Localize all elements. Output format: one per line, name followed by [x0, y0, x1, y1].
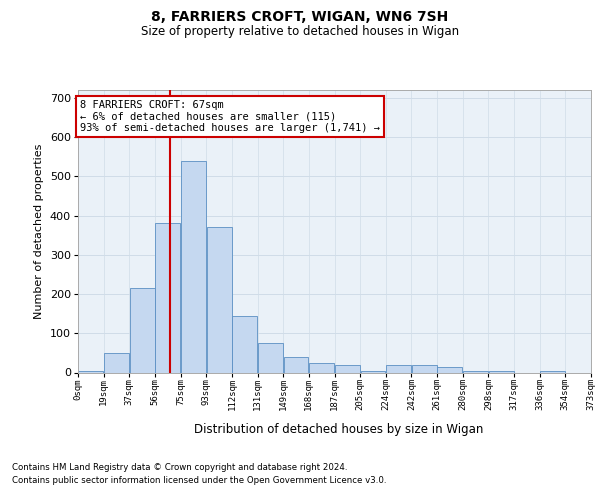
Bar — [386, 366, 411, 372]
Bar — [361, 370, 385, 372]
Bar — [540, 370, 565, 372]
Bar — [79, 370, 103, 372]
Bar — [463, 370, 488, 372]
Bar — [309, 362, 334, 372]
Bar — [181, 160, 206, 372]
Bar — [258, 343, 283, 372]
Bar — [412, 366, 437, 372]
Bar — [104, 353, 129, 372]
Text: Distribution of detached houses by size in Wigan: Distribution of detached houses by size … — [194, 422, 484, 436]
Bar — [232, 316, 257, 372]
Bar — [284, 357, 308, 372]
Bar — [206, 228, 232, 372]
Y-axis label: Number of detached properties: Number of detached properties — [34, 144, 44, 319]
Bar — [437, 366, 463, 372]
Text: Contains HM Land Registry data © Crown copyright and database right 2024.: Contains HM Land Registry data © Crown c… — [12, 462, 347, 471]
Bar — [335, 364, 360, 372]
Bar — [155, 224, 180, 372]
Text: Contains public sector information licensed under the Open Government Licence v3: Contains public sector information licen… — [12, 476, 386, 485]
Bar — [130, 288, 155, 372]
Text: 8 FARRIERS CROFT: 67sqm
← 6% of detached houses are smaller (115)
93% of semi-de: 8 FARRIERS CROFT: 67sqm ← 6% of detached… — [80, 100, 380, 133]
Bar — [489, 370, 514, 372]
Text: Size of property relative to detached houses in Wigan: Size of property relative to detached ho… — [141, 25, 459, 38]
Text: 8, FARRIERS CROFT, WIGAN, WN6 7SH: 8, FARRIERS CROFT, WIGAN, WN6 7SH — [151, 10, 449, 24]
